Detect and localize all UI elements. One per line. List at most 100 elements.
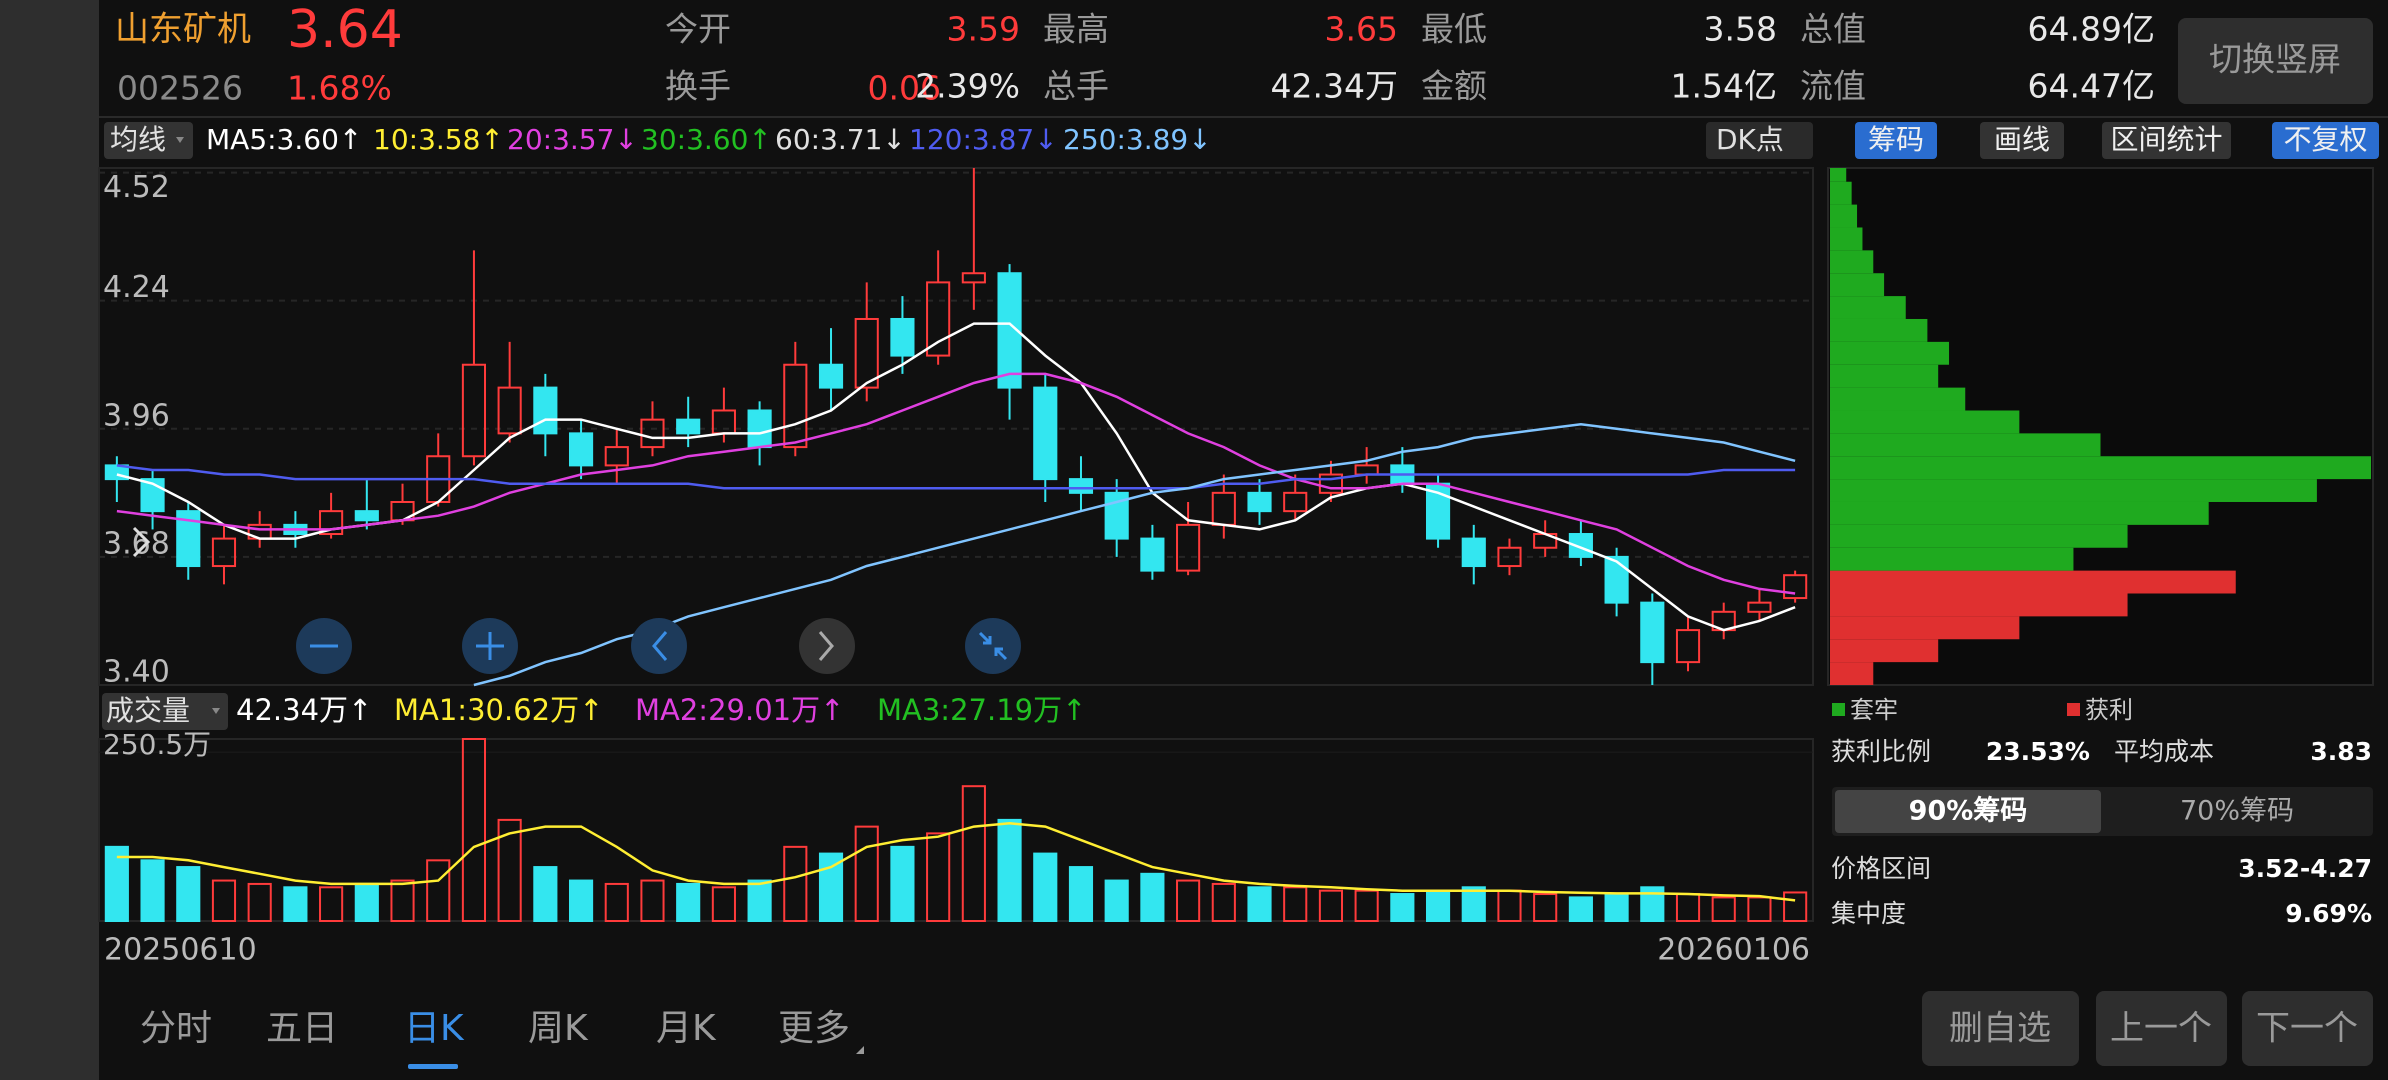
candle-body (1033, 386, 1058, 481)
field-value: 3.59 (947, 10, 1020, 49)
chip-bar (1830, 524, 2128, 548)
volume-bar (1533, 893, 1558, 923)
volume-bar (533, 866, 558, 923)
chip-bar (1830, 639, 1939, 663)
candle-body (176, 510, 201, 568)
chip-bar (1830, 387, 1966, 411)
more-icon (856, 1046, 864, 1054)
y-tick-label: 4.24 (103, 270, 170, 305)
dk-label[interactable]: DK点 (1716, 123, 1784, 156)
field-value: 42.34万 (1271, 67, 1398, 106)
volume-bar (783, 845, 808, 923)
next-label[interactable]: 下一个 (2256, 1009, 2358, 1049)
chip-bar (1830, 364, 1939, 388)
chip-bar (1830, 547, 2074, 571)
chip-bar (1830, 318, 1928, 342)
period-tab[interactable]: 五日 (266, 1008, 338, 1049)
period-tab[interactable]: 更多 (778, 1008, 850, 1049)
chip-bar (1830, 273, 1885, 297)
ma-select-label[interactable]: 均线 (110, 123, 166, 156)
field-value: 64.47亿 (2028, 67, 2155, 106)
chip-bar (1830, 593, 2128, 617)
remove-watch-button[interactable] (1922, 991, 2079, 1066)
remove-watch-label[interactable]: 删自选 (1949, 1009, 2051, 1049)
chip-toggle-90[interactable]: 90%筹码 (1909, 795, 2028, 827)
ma-legend-item: 250:3.89↓ (1063, 123, 1212, 156)
period-tab[interactable]: 月K (656, 1008, 717, 1049)
volume-bar (1783, 891, 1808, 923)
period-tab[interactable]: 周K (528, 1008, 589, 1049)
volume-bar (211, 879, 237, 922)
chart-control-icon (652, 631, 668, 661)
volume-bar (461, 738, 487, 922)
candle-body (961, 272, 986, 284)
ma-line (116, 464, 1796, 490)
side-tab-label[interactable]: 区间统计 (2110, 123, 2222, 156)
period-tab[interactable]: 分时 (140, 1008, 212, 1049)
volume-select[interactable] (102, 693, 228, 730)
stock-price: 3.64 (287, 0, 403, 60)
candle-body (533, 386, 558, 435)
volume-ma-line (116, 822, 1796, 902)
candle-body (747, 409, 772, 449)
field-value: 3.65 (1325, 10, 1398, 49)
candle-body (1747, 601, 1772, 613)
chip-bar (1830, 250, 1874, 274)
candle-body (354, 510, 379, 522)
volume-bar (1318, 889, 1344, 923)
volume-bar (1425, 889, 1451, 923)
side-tab[interactable] (1980, 122, 2064, 159)
volume-bar (676, 882, 701, 922)
volume-bar (390, 879, 415, 922)
side-tab[interactable] (1855, 122, 1937, 159)
stock-name: 山东矿机 (115, 10, 251, 50)
volume-bar (247, 882, 272, 922)
volume-frame (98, 738, 1814, 922)
chip-toggle-70[interactable]: 70%筹码 (2180, 796, 2294, 827)
candle-body (1318, 473, 1344, 494)
side-tab-label[interactable]: 不复权 (2283, 123, 2367, 156)
avg-cost-label: 平均成本 (2114, 737, 2214, 766)
side-tab-label[interactable]: 筹码 (1868, 123, 1924, 156)
orientation-button-label[interactable]: 切换竖屏 (2209, 40, 2341, 79)
chip-toggle-active[interactable] (1835, 790, 2101, 833)
volume-bar (1461, 886, 1486, 923)
chart-control[interactable] (965, 618, 1021, 674)
candle-body (1675, 629, 1701, 664)
field-label: 总值 (1800, 10, 1866, 49)
dk-button[interactable] (1706, 122, 1813, 159)
volume-bar (176, 866, 201, 923)
chip-bar (1830, 181, 1852, 205)
candle-body (568, 432, 594, 467)
ma-select[interactable] (104, 122, 193, 159)
profit-ratio-label: 获利比例 (1831, 737, 1931, 766)
candle-body (1176, 523, 1201, 572)
candle-body (319, 510, 344, 536)
field-label: 最高 (1043, 10, 1109, 49)
chart-control[interactable] (631, 618, 687, 674)
prev-label[interactable]: 上一个 (2110, 1009, 2212, 1049)
next-button[interactable] (2242, 991, 2373, 1066)
side-tab[interactable] (2102, 122, 2231, 159)
field-label: 总手 (1043, 67, 1109, 106)
candle-body (1640, 601, 1665, 664)
field-value: 64.89亿 (2028, 10, 2155, 49)
candle-body (676, 418, 701, 435)
chip-bar (1830, 570, 2236, 594)
field-value: 2.39% (915, 67, 1020, 106)
ma-legend-item: MA5:3.60↑ (206, 123, 362, 156)
expand-arrow[interactable] (132, 526, 151, 558)
volume-legend-item: MA2:29.01万↑ (635, 693, 844, 727)
candle-body (1068, 478, 1094, 494)
chart-control[interactable] (799, 618, 855, 674)
period-tab[interactable]: 日K (404, 1008, 465, 1049)
side-tab[interactable] (2272, 122, 2379, 159)
candle-body (461, 363, 487, 458)
side-tab-label[interactable]: 画线 (1994, 123, 2050, 156)
prev-button[interactable] (2096, 991, 2227, 1066)
dropdown-icon (212, 708, 220, 714)
volume-bar (1354, 889, 1379, 923)
orientation-button[interactable] (2178, 18, 2373, 104)
chip-bar (1830, 410, 2020, 434)
volume-select-label[interactable]: 成交量 (106, 694, 190, 727)
